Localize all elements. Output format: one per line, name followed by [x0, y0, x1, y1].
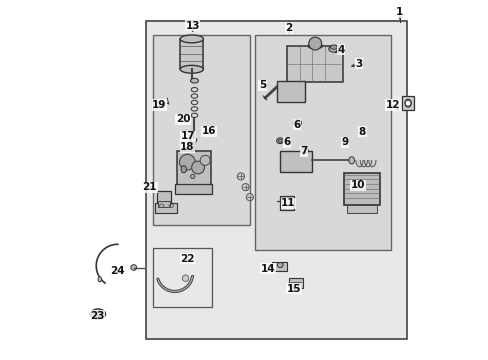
Text: 2: 2	[285, 23, 292, 33]
Text: 24: 24	[109, 266, 124, 276]
Circle shape	[131, 265, 136, 270]
Bar	[346, 205, 377, 213]
Circle shape	[182, 275, 188, 282]
Text: 11: 11	[281, 198, 295, 208]
Bar	[180, 39, 203, 69]
Circle shape	[246, 194, 253, 201]
Text: 19: 19	[152, 100, 166, 110]
Circle shape	[200, 156, 210, 165]
Ellipse shape	[189, 138, 196, 143]
Text: 8: 8	[358, 127, 365, 137]
Text: 10: 10	[350, 180, 365, 190]
Ellipse shape	[180, 35, 203, 43]
Bar	[158, 201, 170, 207]
Bar	[288, 278, 302, 288]
Text: 16: 16	[201, 126, 216, 136]
Ellipse shape	[190, 78, 198, 83]
Text: 20: 20	[176, 114, 190, 124]
Bar	[153, 248, 212, 307]
Bar	[255, 35, 390, 249]
Bar	[276, 81, 305, 102]
Ellipse shape	[348, 157, 354, 164]
Text: 7: 7	[300, 147, 307, 157]
Circle shape	[237, 173, 244, 180]
Bar	[146, 21, 406, 339]
Ellipse shape	[307, 43, 322, 49]
Text: 12: 12	[385, 100, 399, 110]
Text: 23: 23	[90, 311, 104, 321]
Bar	[279, 151, 311, 172]
Text: 9: 9	[341, 138, 348, 148]
Ellipse shape	[329, 45, 337, 49]
Circle shape	[242, 184, 248, 191]
Text: 13: 13	[185, 21, 200, 31]
Text: 14: 14	[260, 264, 274, 274]
Bar	[279, 196, 293, 210]
Bar	[176, 151, 210, 185]
Circle shape	[405, 100, 410, 106]
Bar	[290, 282, 300, 288]
Ellipse shape	[300, 148, 307, 153]
Text: 18: 18	[180, 142, 194, 152]
Text: 21: 21	[142, 182, 157, 192]
Text: 15: 15	[286, 284, 301, 294]
Bar	[343, 173, 379, 205]
Ellipse shape	[278, 139, 282, 142]
Ellipse shape	[180, 65, 203, 73]
Text: 22: 22	[180, 253, 194, 264]
Ellipse shape	[277, 262, 283, 267]
Circle shape	[308, 37, 321, 50]
Text: 5: 5	[258, 80, 265, 90]
Text: 17: 17	[181, 131, 195, 141]
Ellipse shape	[276, 138, 283, 144]
Bar	[157, 191, 171, 203]
Bar	[175, 184, 212, 194]
Ellipse shape	[181, 166, 186, 173]
Text: 6: 6	[292, 120, 300, 130]
Text: 4: 4	[337, 45, 344, 55]
Circle shape	[179, 154, 195, 170]
Ellipse shape	[293, 120, 301, 126]
Bar	[155, 203, 176, 213]
Bar	[272, 262, 286, 271]
Bar	[287, 46, 342, 82]
Ellipse shape	[295, 121, 299, 125]
Text: 3: 3	[354, 59, 362, 69]
Text: 6: 6	[283, 138, 290, 148]
Ellipse shape	[93, 311, 102, 317]
Circle shape	[191, 161, 204, 174]
Ellipse shape	[190, 174, 194, 179]
Bar	[153, 35, 249, 225]
Ellipse shape	[90, 309, 105, 319]
Text: 1: 1	[395, 7, 403, 17]
Ellipse shape	[328, 46, 338, 52]
Ellipse shape	[96, 312, 100, 315]
Ellipse shape	[98, 277, 102, 282]
Bar	[402, 96, 413, 111]
